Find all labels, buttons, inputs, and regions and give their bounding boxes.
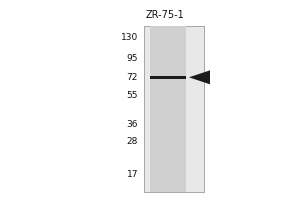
Bar (150, 76, 186, 79)
Text: 130: 130 (121, 33, 138, 42)
Text: 72: 72 (127, 73, 138, 82)
Text: 17: 17 (127, 170, 138, 179)
Bar (144, 26, 204, 192)
Text: 28: 28 (127, 137, 138, 146)
Text: 55: 55 (127, 91, 138, 100)
Text: ZR-75-1: ZR-75-1 (146, 10, 184, 20)
Text: 95: 95 (127, 54, 138, 63)
Bar (150, 26, 186, 192)
Text: 36: 36 (127, 120, 138, 129)
Polygon shape (189, 70, 210, 84)
